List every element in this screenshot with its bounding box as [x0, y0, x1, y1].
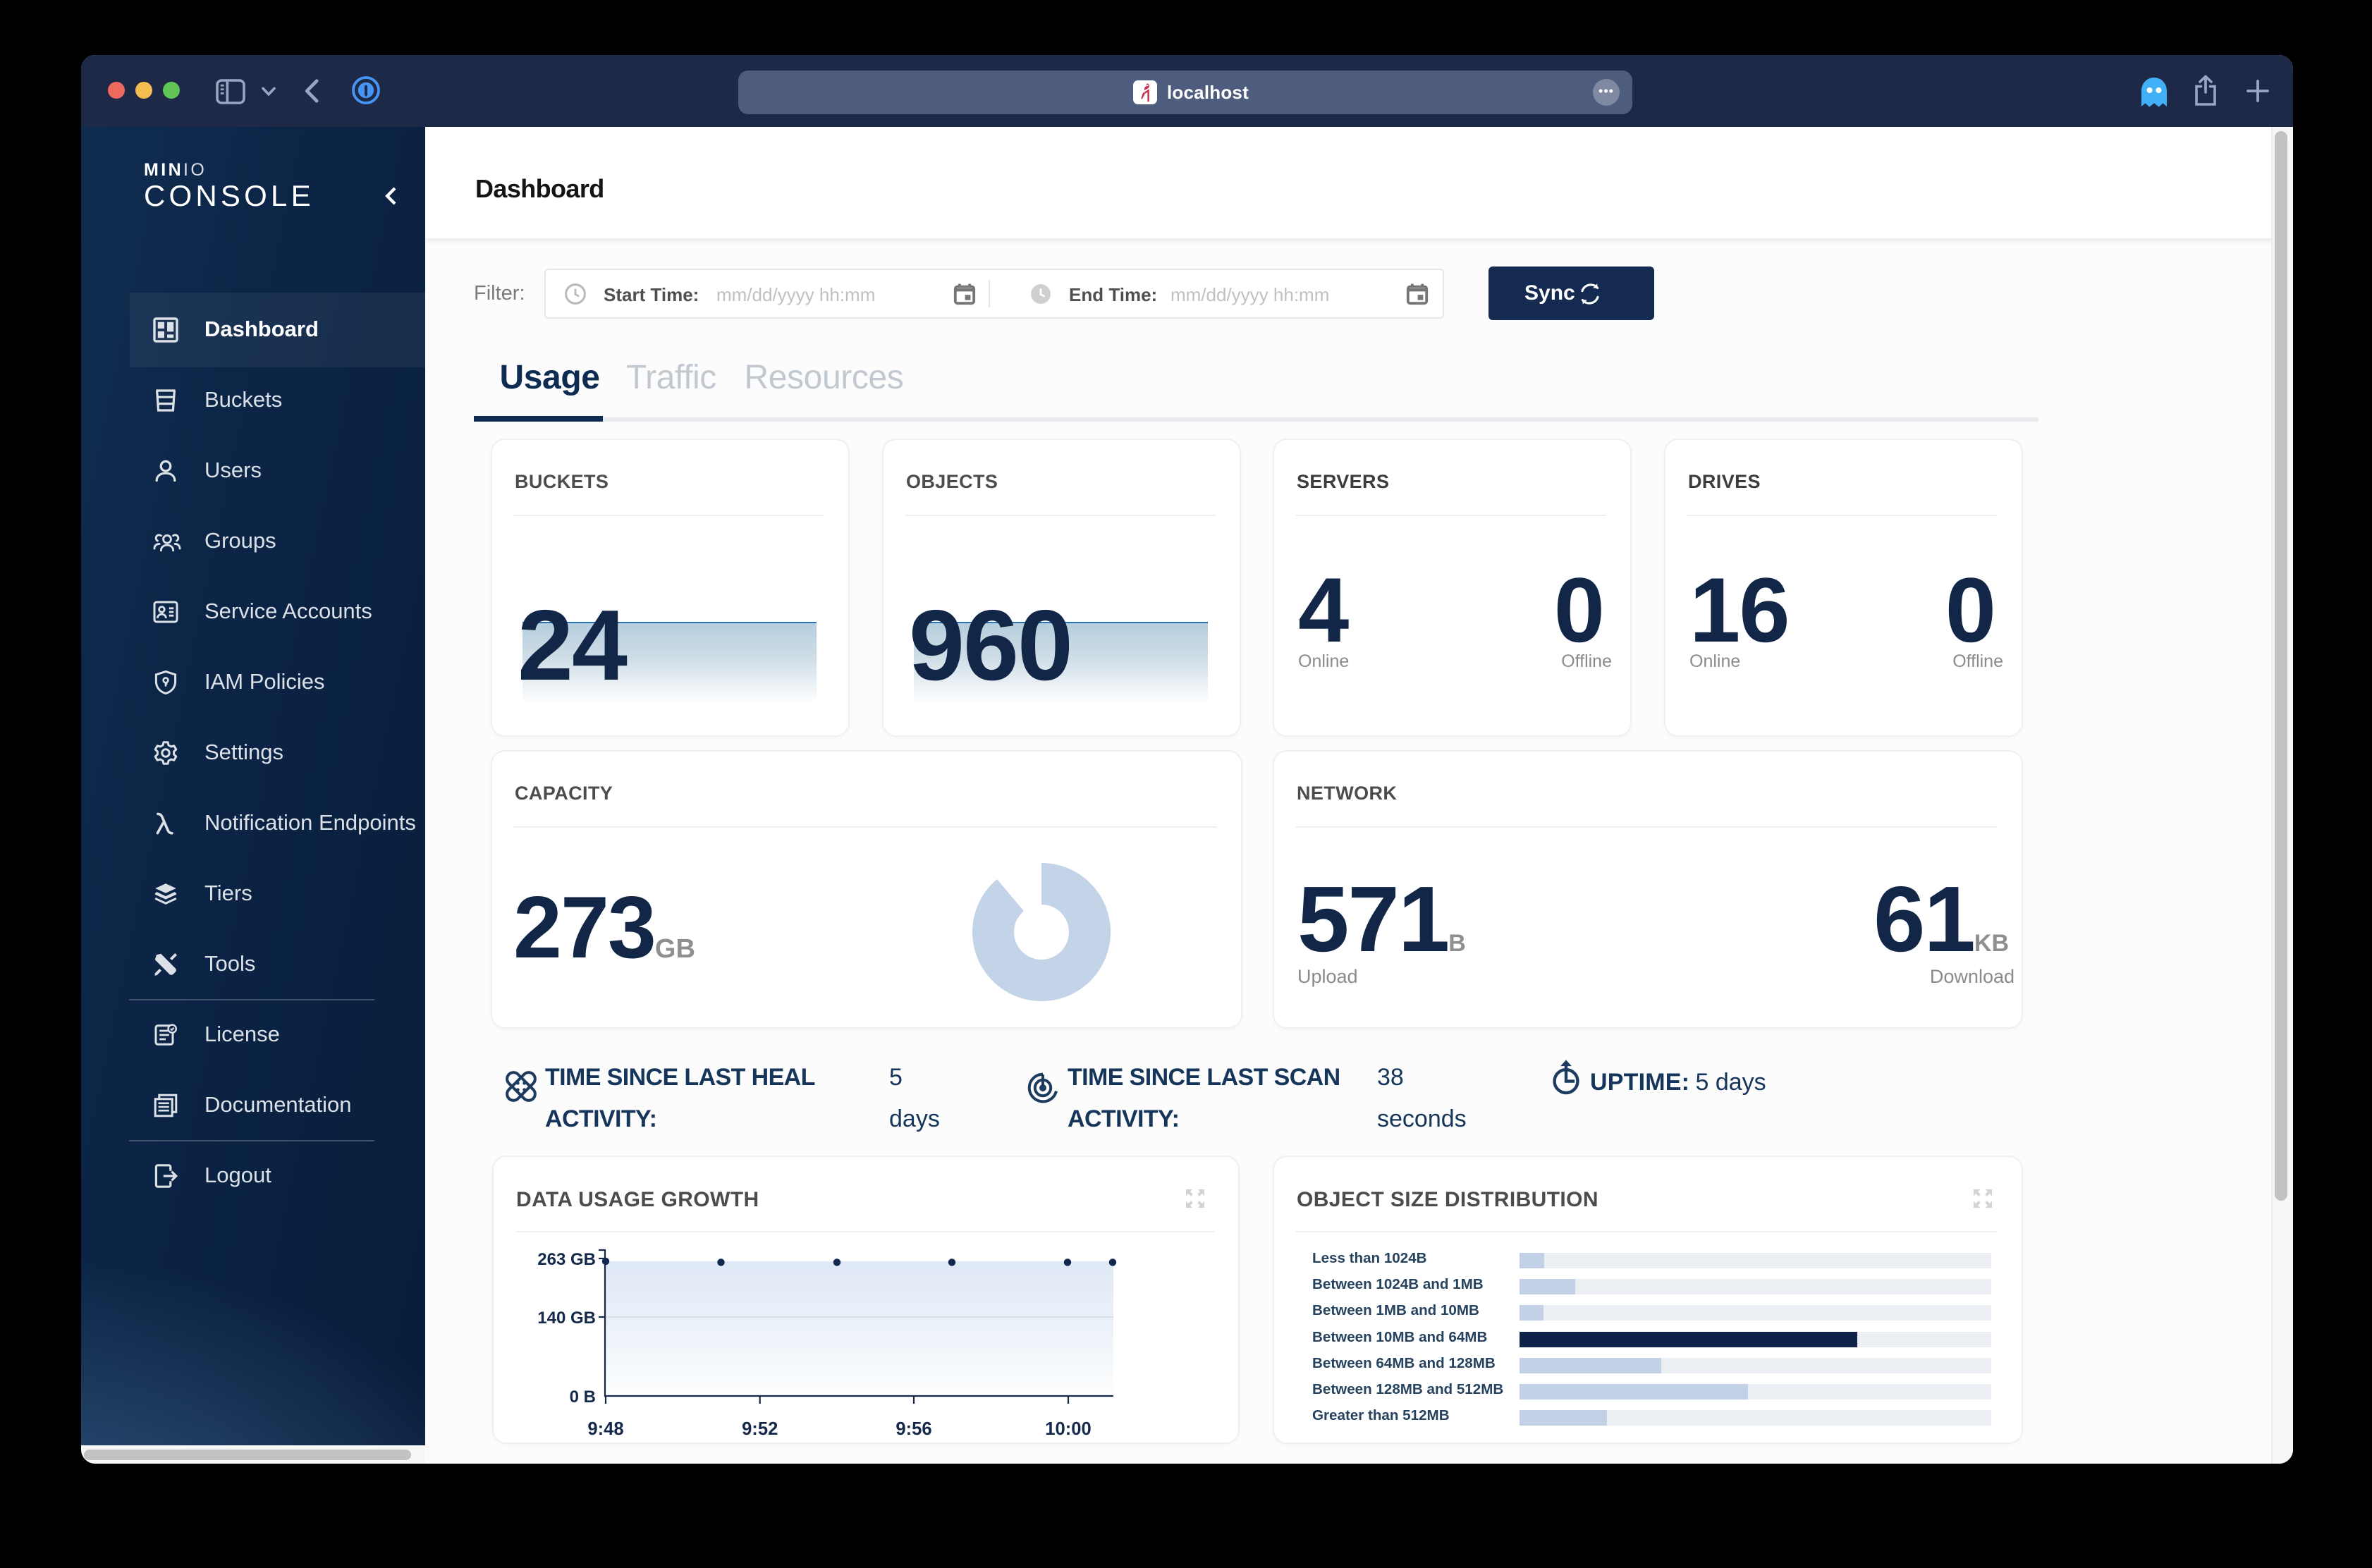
svg-text:10:00: 10:00 [1045, 1419, 1091, 1439]
svg-text:0 B: 0 B [570, 1388, 596, 1407]
svg-text:9:56: 9:56 [895, 1419, 931, 1439]
svg-text:9:52: 9:52 [742, 1419, 778, 1439]
svg-text:9:48: 9:48 [587, 1419, 623, 1439]
svg-text:263 GB: 263 GB [537, 1250, 596, 1269]
svg-text:140 GB: 140 GB [537, 1309, 596, 1328]
